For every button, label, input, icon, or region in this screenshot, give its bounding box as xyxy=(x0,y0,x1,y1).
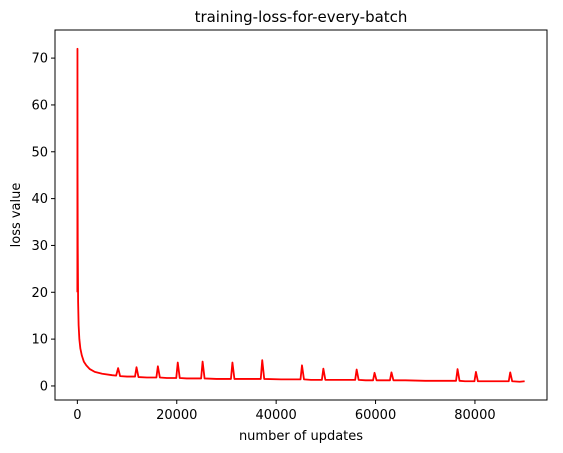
x-axis-ticks: 0 20000 40000 60000 80000 xyxy=(73,400,496,423)
x-tick-label: 0 xyxy=(73,408,81,423)
x-tick-label: 20000 xyxy=(156,408,197,423)
y-tick-label: 10 xyxy=(31,333,48,348)
plot-area xyxy=(54,29,548,401)
axes-frame xyxy=(54,29,548,401)
y-tick-label: 50 xyxy=(31,145,48,160)
y-axis-label: loss value xyxy=(9,183,24,248)
y-tick-label: 70 xyxy=(31,52,48,67)
y-tick-label: 20 xyxy=(31,286,48,301)
x-tick-label: 80000 xyxy=(454,408,495,423)
series-layer xyxy=(76,47,525,383)
x-tick-label: 60000 xyxy=(355,408,396,423)
series-line-0 xyxy=(76,47,525,383)
x-axis-label: number of updates xyxy=(239,429,363,444)
y-axis-ticks: 0 10 20 30 40 50 60 70 xyxy=(31,52,55,394)
y-tick-label: 40 xyxy=(31,192,48,207)
y-tick-label: 60 xyxy=(31,98,48,113)
y-tick-label: 30 xyxy=(31,239,48,254)
chart-title: training-loss-for-every-batch xyxy=(195,8,408,26)
x-tick-label: 40000 xyxy=(255,408,296,423)
y-tick-label: 0 xyxy=(40,379,48,394)
